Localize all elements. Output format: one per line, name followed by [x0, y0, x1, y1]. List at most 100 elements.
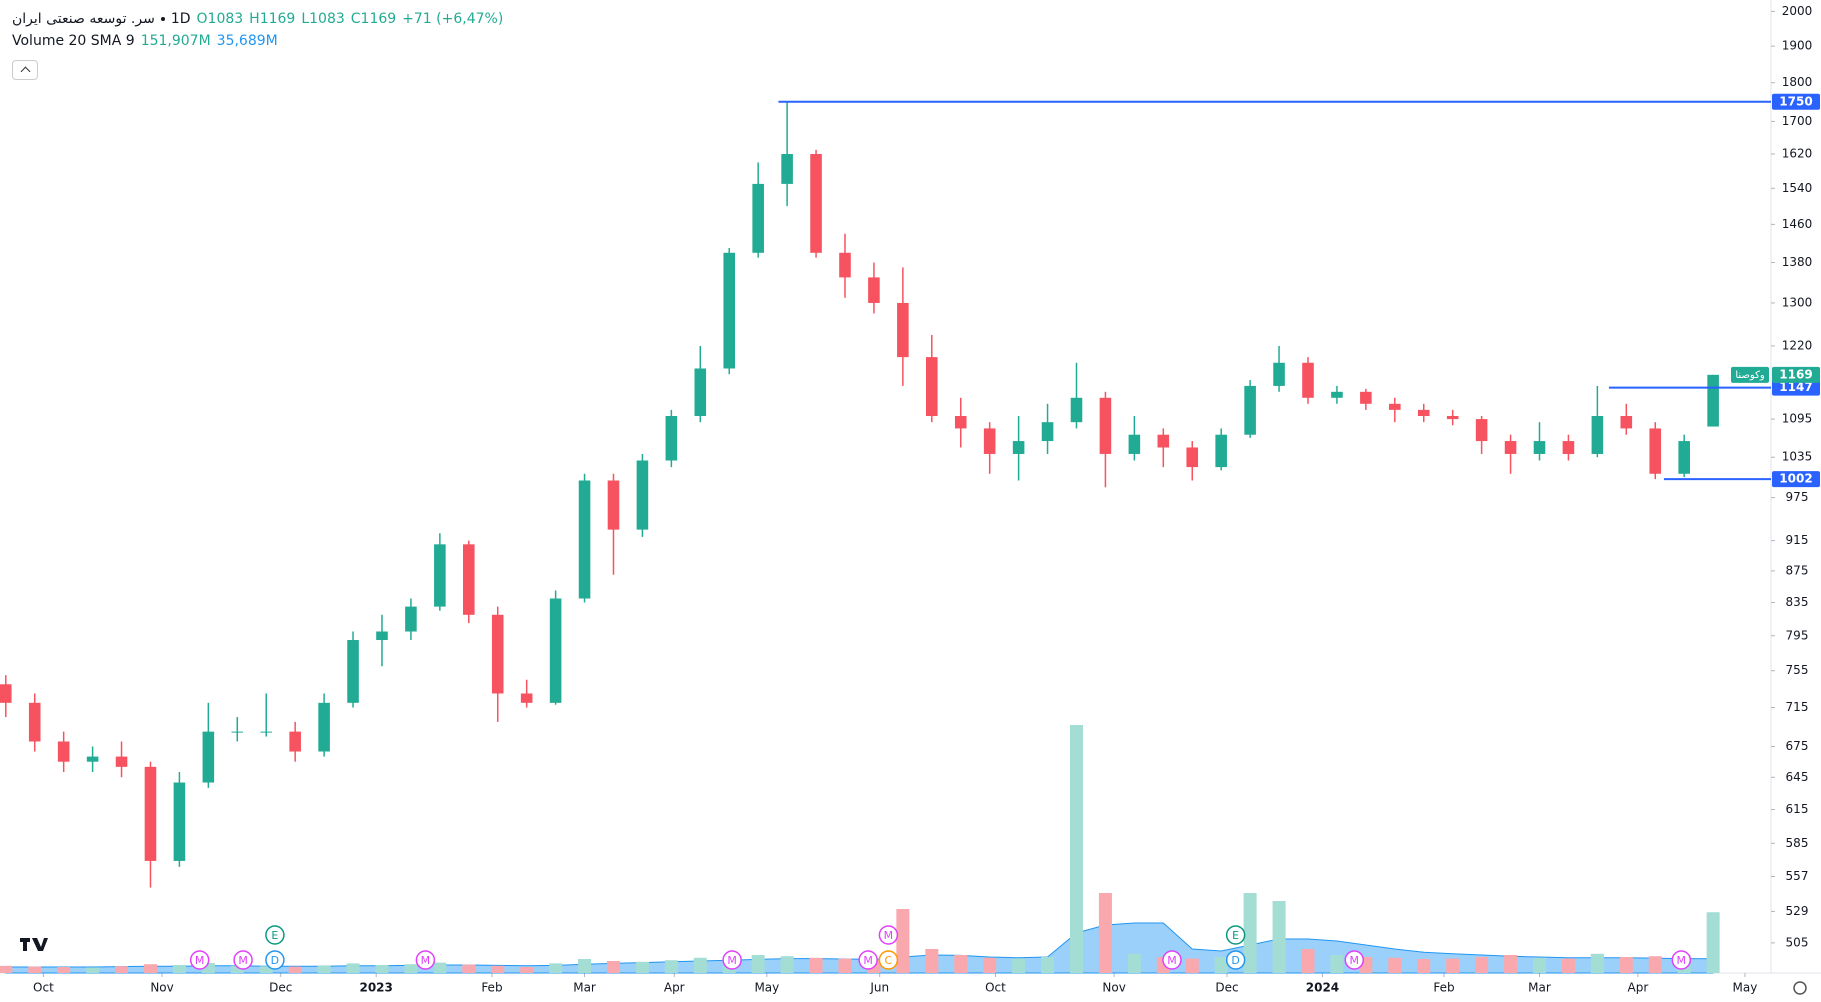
event-circle [878, 925, 899, 945]
candle [1273, 345, 1285, 392]
ohlc: O1083 [196, 11, 244, 27]
candle-body [1186, 447, 1199, 468]
volume-bar [259, 966, 273, 973]
candle [868, 262, 880, 314]
candle [1186, 441, 1199, 481]
ohlc: L1083 [301, 11, 345, 27]
event-circle [189, 950, 210, 970]
volume-bar [780, 956, 794, 973]
candle-body [1331, 391, 1343, 398]
x-tick-label: Nov [1102, 981, 1125, 995]
volume-bar [1446, 958, 1460, 973]
volume-bar [751, 955, 765, 973]
volume-bar [1301, 949, 1315, 973]
candle-body [376, 631, 388, 641]
y-tick-label: 529 [1786, 904, 1809, 918]
y-tick-label: 1300 [1782, 295, 1813, 309]
y-tick-label: 1700 [1782, 114, 1813, 128]
volume-bar [346, 963, 360, 973]
candle-body [636, 460, 649, 530]
candle [202, 702, 215, 788]
candle-body [1475, 419, 1488, 442]
volume-bar [1706, 912, 1720, 973]
volume-bar [693, 957, 707, 973]
y-tick-label: 557 [1786, 869, 1809, 883]
candle-body [549, 598, 562, 703]
event-marker: M [189, 950, 210, 970]
candle-body [665, 415, 678, 461]
volume-bar [1648, 956, 1662, 973]
event-label: E [271, 929, 278, 942]
volume-bar [578, 959, 592, 973]
candle [1070, 362, 1083, 429]
candle-body [723, 252, 736, 369]
candle [144, 761, 157, 888]
collapse-button[interactable] [12, 60, 38, 80]
candle-body [954, 415, 967, 429]
candle-body [231, 731, 244, 733]
candle-body [1562, 441, 1575, 454]
candle [1417, 403, 1430, 423]
x-tick-label: Mar [1528, 981, 1551, 995]
x-tick-label: Oct [33, 981, 54, 995]
candle-body [1302, 362, 1314, 398]
candle-body [57, 741, 70, 762]
volume-bar [115, 966, 129, 973]
price-line-tag [1772, 93, 1820, 110]
event-marker: M [233, 950, 253, 970]
event-label: M [421, 954, 431, 967]
candle [1012, 415, 1025, 481]
volume-bar [1272, 901, 1286, 973]
x-tick-label: Jun [869, 981, 889, 995]
volume-last: 151,907M [140, 33, 211, 49]
settings-icon[interactable] [1793, 981, 1807, 995]
candle-body [694, 368, 707, 416]
volume-bar [230, 965, 244, 973]
candle [665, 409, 678, 468]
event-circle [858, 950, 878, 970]
candle-body [28, 702, 41, 742]
event-circle [415, 950, 436, 970]
candle [1215, 428, 1227, 471]
y-tick-label: 615 [1786, 802, 1809, 816]
candle [1591, 385, 1604, 458]
volume-bar [1185, 958, 1199, 973]
volume-bar [606, 961, 620, 973]
candle-body [1446, 415, 1459, 420]
symbol: سر. توسعه صنعتی ایران [12, 11, 155, 27]
volume-bar [1069, 725, 1084, 973]
candle-body [1678, 441, 1690, 474]
candle [897, 267, 909, 386]
candle [1562, 434, 1575, 461]
candle [1128, 415, 1141, 461]
x-tick-label: Feb [1433, 981, 1454, 995]
candle-body [1099, 397, 1112, 454]
volume-bar [809, 957, 823, 973]
candle-body [1041, 422, 1054, 442]
symbol-row: سر. توسعه صنعتی ایران 1D O1083 H1169 L10… [12, 8, 503, 30]
candle-body [491, 614, 504, 694]
candle-body [1533, 441, 1546, 454]
y-tick-label: 875 [1786, 563, 1809, 577]
candle-body [1012, 441, 1025, 454]
event-circle [878, 950, 899, 970]
candle [983, 422, 996, 474]
volume-bar [143, 964, 157, 973]
candle [781, 101, 793, 207]
volume-bar [433, 962, 447, 973]
symbol-tag [1731, 366, 1769, 383]
volume-bar [1012, 958, 1026, 973]
candle-body [578, 480, 591, 599]
volume-bar [1619, 957, 1633, 973]
event-circle [722, 950, 742, 970]
y-tick-label: 1380 [1782, 255, 1813, 269]
candle-body [897, 302, 909, 358]
volume-bar [1127, 953, 1141, 973]
candle [1244, 380, 1256, 438]
candle [1678, 434, 1690, 478]
candle [1041, 403, 1054, 454]
candle-body [1360, 391, 1372, 404]
candle-body [289, 731, 301, 752]
candle-body [463, 544, 475, 615]
candle-body [405, 606, 417, 632]
